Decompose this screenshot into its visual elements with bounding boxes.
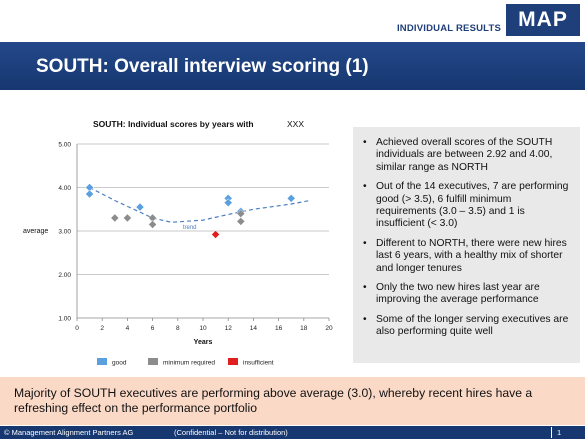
x-tick-label: 12 (225, 325, 233, 332)
finding-item: • Only the two new hires last year are im… (363, 282, 572, 307)
data-point-good (85, 189, 94, 199)
data-point-good (223, 198, 233, 208)
y-tick-label: 4.00 (58, 185, 71, 192)
legend-label: minimum required (163, 360, 215, 367)
title-bar: SOUTH: Overall interview scoring (1) (0, 42, 585, 90)
y-tick-label: 2.00 (58, 272, 71, 279)
finding-item: • Some of the longer serving executives a… (363, 314, 572, 339)
bullet-icon: • (363, 137, 367, 148)
page-number: 1 (557, 428, 562, 437)
x-tick-label: 8 (176, 325, 180, 332)
section-label: INDIVIDUAL RESULTS (396, 23, 501, 34)
findings-panel: • Achieved overall scores of the SOUTH in… (353, 127, 580, 363)
legend-label: insufficient (243, 360, 274, 367)
y-tick-label: 1.00 (58, 316, 71, 323)
y-tick-label: 5.00 (58, 142, 71, 149)
y-tick-label: 3.00 (58, 229, 71, 236)
data-point-minimum-required (123, 213, 132, 223)
chart-canvas: SOUTH: Individual scores by years with X… (23, 119, 333, 367)
copyright-text: © Management Alignment Partners AG (4, 428, 134, 437)
data-point-minimum-required (236, 209, 246, 218)
legend-swatch (228, 358, 238, 365)
data-point-minimum-required (110, 213, 120, 223)
x-tick-label: 2 (100, 325, 104, 332)
x-tick-label: 4 (126, 325, 130, 332)
data-point-minimum-required (236, 217, 246, 226)
map-logo: MAP (506, 4, 580, 36)
finding-text: Different to NORTH, there were new hires… (376, 237, 567, 274)
legend-swatch (97, 358, 107, 365)
finding-text: Only the two new hires last year are imp… (376, 282, 540, 306)
bullet-icon: • (363, 237, 367, 249)
y-axis-label: average (23, 228, 48, 235)
finding-text: Achieved overall scores of the SOUTH ind… (376, 137, 553, 173)
legend-swatch (148, 358, 158, 365)
chart-title: SOUTH: Individual scores by years with (93, 119, 254, 129)
footer-divider (551, 427, 552, 438)
slide-title: SOUTH: Overall interview scoring (1) (36, 56, 369, 77)
finding-text: Out of the 14 executives, 7 are performi… (376, 181, 569, 230)
trend-line (89, 186, 311, 223)
x-tick-label: 10 (199, 325, 207, 332)
finding-item: • Different to NORTH, there were new hire… (363, 238, 572, 275)
x-tick-label: 0 (75, 325, 79, 332)
legend-label: good (112, 360, 127, 367)
x-tick-label: 16 (275, 325, 283, 332)
data-point-minimum-required (148, 220, 157, 229)
conclusion-band: Majority of SOUTH executives are perform… (0, 377, 585, 425)
trend-label: trend (183, 225, 197, 231)
x-tick-label: 6 (151, 325, 155, 332)
bullet-icon: • (363, 181, 367, 193)
confidential-note: (Confidential – Not for distribution) (174, 428, 288, 437)
finding-item: • Achieved overall scores of the SOUTH in… (363, 137, 572, 174)
data-point-good (286, 194, 296, 203)
finding-text: Some of the longer serving executives ar… (376, 313, 569, 338)
footer: © Management Alignment Partners AG (Conf… (0, 426, 585, 439)
x-tick-label: 20 (325, 325, 333, 332)
x-tick-label: 18 (300, 325, 308, 332)
chart-title-extra: XXX (287, 119, 304, 129)
x-axis-label: Years (194, 339, 213, 346)
data-point-good (135, 202, 145, 212)
conclusion-text: Majority of SOUTH executives are perform… (14, 386, 533, 415)
x-tick-label: 14 (250, 325, 258, 332)
bullet-icon: • (363, 313, 367, 325)
scores-chart: SOUTH: Individual scores by years with X… (15, 112, 345, 374)
finding-item: • Out of the 14 executives, 7 are perform… (363, 181, 572, 231)
bullet-icon: • (363, 282, 367, 294)
findings-list: • Achieved overall scores of the SOUTH in… (353, 127, 580, 339)
data-point-insufficient (211, 230, 220, 239)
